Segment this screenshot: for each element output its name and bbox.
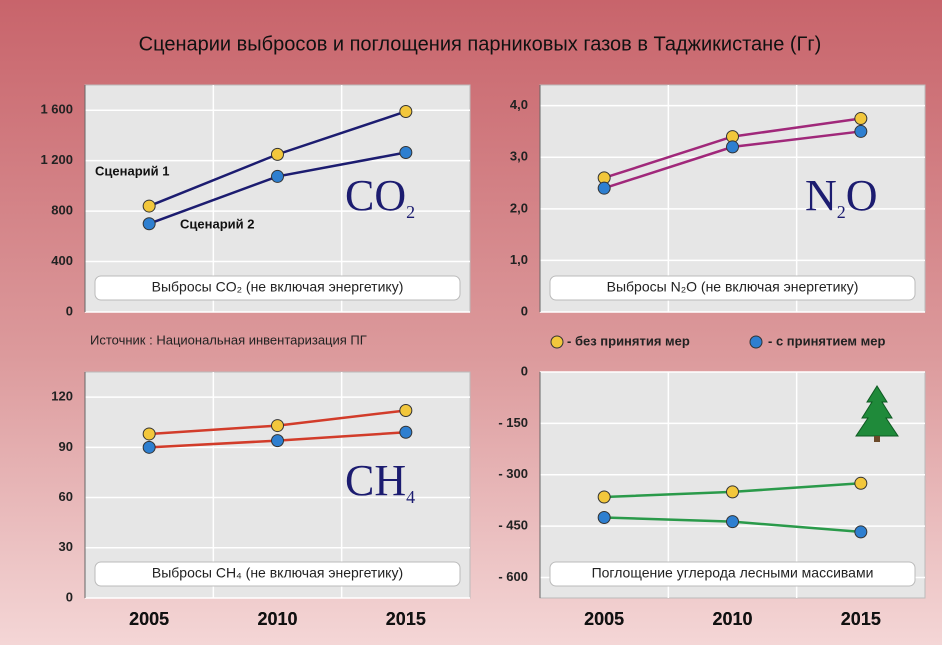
formula-part: N xyxy=(805,171,837,220)
y-tick-label: 1,0 xyxy=(510,252,528,267)
point xyxy=(854,525,868,539)
point xyxy=(271,434,284,448)
legend-marker xyxy=(749,335,763,349)
point xyxy=(142,427,156,441)
series-label: Сценарий 2 xyxy=(180,216,254,231)
x-tick-label: 2010 xyxy=(712,609,752,629)
formula-part: 4 xyxy=(406,487,415,507)
y-tick-label: 3,0 xyxy=(510,149,528,164)
y-tick-label: 30 xyxy=(59,539,73,554)
caption-box xyxy=(94,561,461,587)
legend: - без принятия мер - с принятием мер xyxy=(550,333,885,349)
y-tick-label: - 150 xyxy=(498,415,528,430)
y-tick-label: - 300 xyxy=(498,466,528,481)
y-tick-label: - 450 xyxy=(498,518,528,533)
point xyxy=(726,140,739,154)
point xyxy=(271,419,284,433)
series-label: Сценарий 1 xyxy=(95,163,169,178)
legend-label: - без принятия мер xyxy=(567,333,690,348)
formula-part: 2 xyxy=(837,202,846,222)
legend-marker xyxy=(550,335,564,349)
x-tick-label: 2005 xyxy=(584,609,624,629)
point xyxy=(597,490,611,504)
y-tick-label: 0 xyxy=(521,363,528,378)
caption: Выбросы CH₄ (не включая энергетику) xyxy=(152,565,403,581)
point xyxy=(142,217,156,231)
x-tick-label: 2015 xyxy=(386,609,426,629)
tree-icon xyxy=(855,385,899,442)
y-tick-label: 1 200 xyxy=(40,152,73,167)
point xyxy=(726,515,739,529)
y-tick-label: 120 xyxy=(51,389,73,404)
y-tick-label: 90 xyxy=(59,439,73,454)
caption-box xyxy=(549,275,916,301)
point xyxy=(597,181,611,195)
y-tick-label: 0 xyxy=(521,303,528,318)
point xyxy=(854,124,868,138)
caption-box xyxy=(549,561,916,587)
x-tick-label: 2005 xyxy=(584,609,624,629)
point xyxy=(597,511,611,525)
caption: Выбросы CO₂ (не включая энергетику) xyxy=(152,279,404,295)
caption: Поглощение углерода лесными массивами xyxy=(592,565,874,581)
x-tick-label: 2010 xyxy=(257,609,297,629)
x-tick-label: 2015 xyxy=(841,609,881,629)
x-tick-label: 2005 xyxy=(129,609,169,629)
formula-part: 2 xyxy=(406,202,415,222)
formula-part: CH xyxy=(345,456,406,505)
y-tick-label: 400 xyxy=(51,253,73,268)
formula-part: CO xyxy=(345,171,406,220)
y-tick-label: 2,0 xyxy=(510,200,528,215)
caption-box xyxy=(94,275,461,301)
formula: N2O xyxy=(805,171,878,222)
point xyxy=(271,169,284,183)
source: Источник : Национальная инвентаризация П… xyxy=(90,332,367,347)
y-tick-label: 4,0 xyxy=(510,97,528,112)
x-tick-label: 2010 xyxy=(712,609,752,629)
point xyxy=(726,485,739,499)
x-tick-label: 2015 xyxy=(841,609,881,629)
point xyxy=(142,440,156,454)
point xyxy=(399,145,413,159)
formula: CO2 xyxy=(345,171,415,222)
formula-part: O xyxy=(846,171,878,220)
point xyxy=(854,476,868,490)
plot-area xyxy=(84,84,471,313)
y-tick-label: - 600 xyxy=(498,569,528,584)
point xyxy=(399,104,413,118)
y-tick-label: 0 xyxy=(66,303,73,318)
y-tick-label: 0 xyxy=(66,589,73,604)
x-tick-label: 2015 xyxy=(386,609,426,629)
caption: Выбросы N₂O (не включая энергетику) xyxy=(607,279,859,295)
x-tick-label: 2005 xyxy=(129,609,169,629)
point xyxy=(271,147,284,161)
legend-label: - с принятием мер xyxy=(768,333,885,348)
point xyxy=(399,404,413,418)
x-tick-label: 2010 xyxy=(257,609,297,629)
point xyxy=(142,199,156,213)
y-tick-label: 1 600 xyxy=(40,102,73,117)
formula: CH4 xyxy=(345,456,415,507)
y-tick-label: 60 xyxy=(59,489,73,504)
title: Сценарии выбросов и поглощения парниковы… xyxy=(139,33,822,55)
y-tick-label: 800 xyxy=(51,203,73,218)
point xyxy=(854,112,868,126)
point xyxy=(399,425,413,439)
